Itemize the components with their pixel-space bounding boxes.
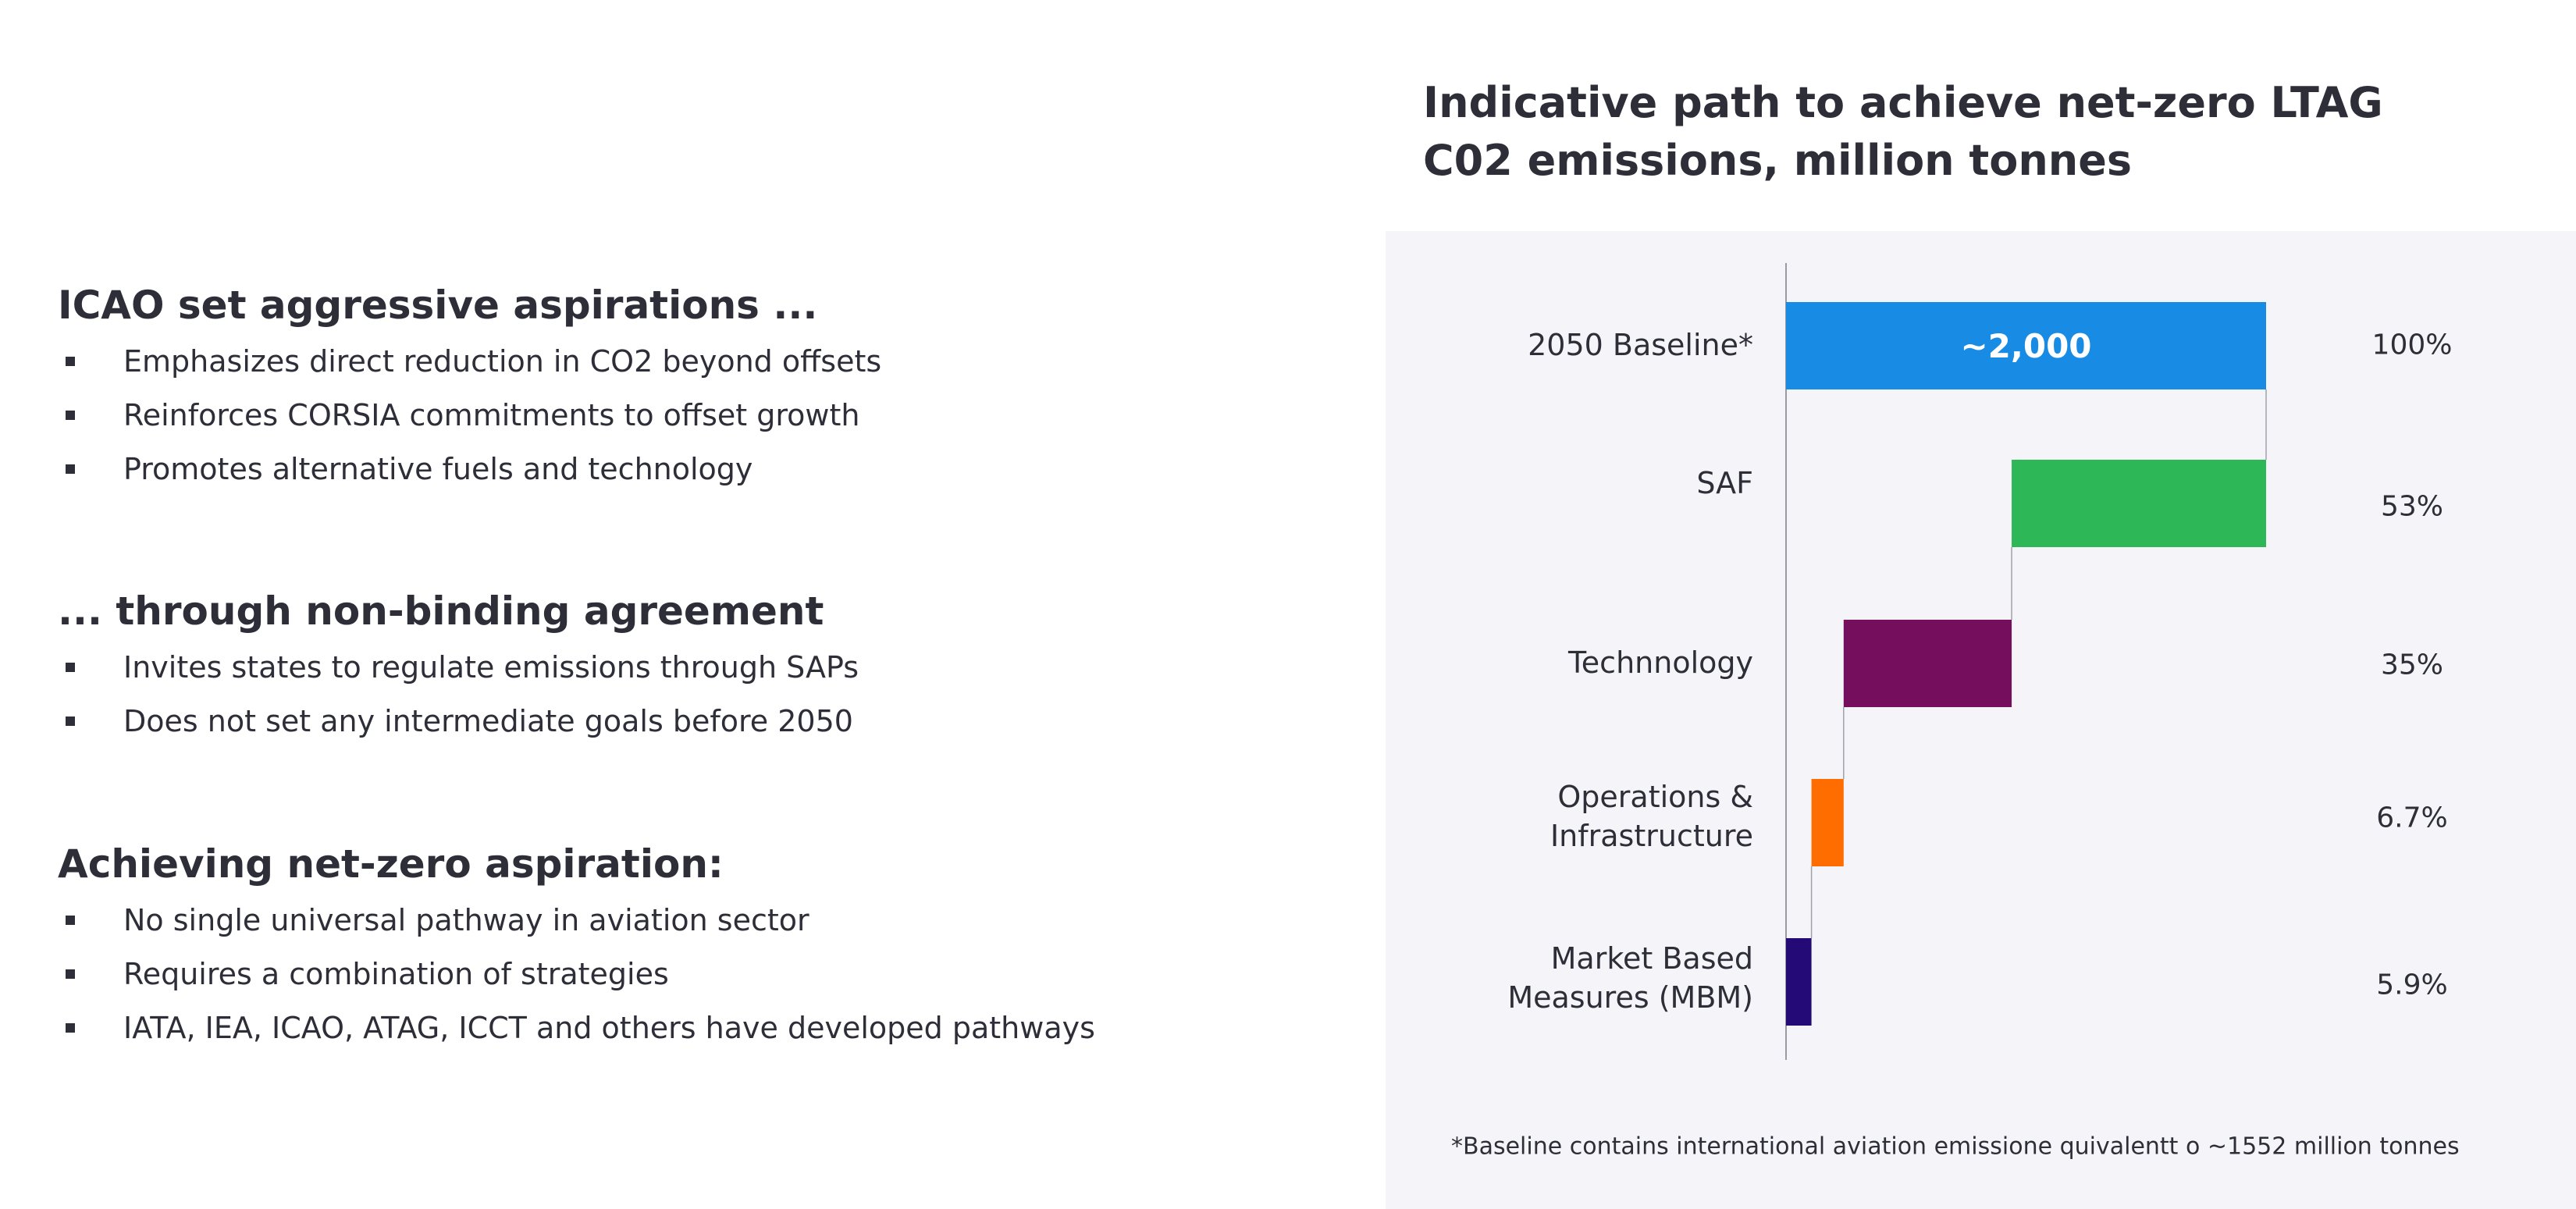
chart-title-line-2: C02 emissions, million tonnes	[1423, 136, 2132, 185]
bullet-text: Does not set any intermediate goals befo…	[123, 704, 853, 738]
bullet-square-icon	[66, 464, 75, 474]
bullet-text: IATA, IEA, ICAO, ATAG, ICCT and others h…	[123, 1011, 1095, 1045]
chart-title-line-1: Indicative path to achieve net-zero LTAG	[1423, 78, 2383, 127]
chart-title: Indicative path to achieve net-zero LTAG…	[1423, 74, 2383, 190]
bar-saf	[2012, 460, 2266, 547]
category-label-line: Technnology	[1568, 645, 1753, 680]
percent-label: 35%	[2380, 649, 2444, 681]
percent-label: 6.7%	[2376, 802, 2448, 834]
section-heading: Achieving net-zero aspiration:	[58, 841, 724, 887]
category-label-line: SAF	[1696, 466, 1753, 500]
bar-operations-infrastructure	[1811, 779, 1844, 866]
bullet-text: Reinforces CORSIA commitments to offset …	[123, 398, 860, 432]
category-label: Technnology	[1568, 643, 1753, 682]
category-label: Market Based Measures (MBM)	[1507, 939, 1753, 1017]
category-label-line: Measures (MBM)	[1507, 980, 1753, 1015]
percent-label: 5.9%	[2376, 969, 2448, 1001]
bar-data-label: ~2,000	[1960, 327, 2091, 365]
bullet-text: Emphasizes direct reduction in CO2 beyon…	[123, 344, 882, 379]
bullet-square-icon	[66, 1023, 75, 1033]
bar-2050-baseline	[1786, 302, 2266, 389]
bullet-square-icon	[66, 969, 75, 979]
bullet-text: No single universal pathway in aviation …	[123, 903, 809, 937]
bullet-square-icon	[66, 411, 75, 420]
category-label-line: Operations &	[1557, 780, 1753, 814]
category-label: 2050 Baseline*	[1528, 325, 1753, 364]
percent-label: 53%	[2380, 490, 2444, 523]
category-label-line: Market Based	[1550, 941, 1753, 976]
bullet-text: Promotes alternative fuels and technolog…	[123, 452, 753, 486]
bullet-square-icon	[66, 717, 75, 726]
bar-technnology	[1843, 620, 2012, 707]
chart-panel-background	[1386, 231, 2576, 1209]
bullet-square-icon	[66, 916, 75, 925]
category-label: SAF	[1696, 464, 1753, 503]
category-label-line: Infrastructure	[1550, 819, 1753, 853]
chart-footnote: *Baseline contains international aviatio…	[1451, 1133, 2460, 1161]
bar-market-based-measures-mbm	[1786, 938, 1812, 1026]
section-heading: ICAO set aggressive aspirations ...	[58, 283, 818, 328]
bullet-square-icon	[66, 357, 75, 366]
category-label: Operations & Infrastructure	[1550, 777, 1753, 855]
bullet-text: Requires a combination of strategies	[123, 957, 669, 991]
percent-label: 100%	[2371, 329, 2453, 361]
bullet-text: Invites states to regulate emissions thr…	[123, 650, 859, 685]
section-heading: ... through non-binding agreement	[58, 588, 824, 634]
bullet-square-icon	[66, 663, 75, 672]
category-label-line: 2050 Baseline*	[1528, 328, 1753, 362]
